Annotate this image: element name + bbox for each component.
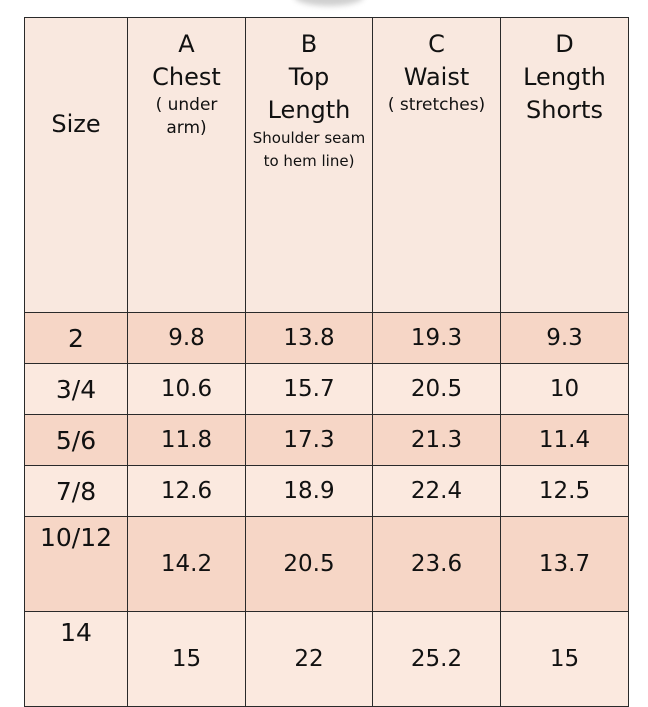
- value-cell: 19.3: [372, 312, 501, 364]
- header-cell: D Length Shorts: [500, 17, 629, 313]
- value-cell: 22: [245, 611, 373, 707]
- table-row: 3/4 10.6 15.7 20.5 10: [24, 363, 629, 415]
- table-row: 10/12 14.2 20.5 23.6 13.7: [24, 516, 629, 612]
- header-note: ( under arm): [155, 95, 218, 138]
- value-cell: 15: [500, 611, 629, 707]
- header-letter: D: [555, 30, 574, 58]
- size-table: Size A Chest ( under arm) B Top Length Shoulde…: [24, 17, 629, 707]
- value-cell: 18.9: [245, 465, 373, 517]
- value-cell: 12.5: [500, 465, 629, 517]
- value-cell: 22.4: [372, 465, 501, 517]
- header-title: Size: [51, 109, 101, 138]
- size-cell: 3/4: [24, 363, 128, 415]
- header-title: Chest: [152, 63, 221, 91]
- header-cell: A Chest ( under arm): [127, 17, 246, 313]
- size-cell: 7/8: [24, 465, 128, 517]
- header-row: Size A Chest ( under arm) B Top Length Shoulde…: [24, 17, 629, 313]
- value-cell: 13.7: [500, 516, 629, 612]
- value-cell: 15.7: [245, 363, 373, 415]
- value-cell: 11.8: [127, 414, 246, 466]
- value-cell: 15: [127, 611, 246, 707]
- decoration: [294, 0, 364, 6]
- header-note: ( stretches): [387, 95, 486, 115]
- value-cell: 23.6: [372, 516, 501, 612]
- header-title: Waist: [403, 63, 470, 91]
- size-cell: 5/6: [24, 414, 128, 466]
- value-cell: 10: [500, 363, 629, 415]
- size-cell: 10/12: [24, 516, 128, 612]
- table-row: 2 9.8 13.8 19.3 9.3: [24, 312, 629, 364]
- header-title: Length Shorts: [523, 63, 606, 124]
- value-cell: 13.8: [245, 312, 373, 364]
- value-cell: 10.6: [127, 363, 246, 415]
- value-cell: 21.3: [372, 414, 501, 466]
- header-title: Top Length: [267, 63, 351, 124]
- table-row: 7/8 12.6 18.9 22.4 12.5: [24, 465, 629, 517]
- table-row: 14 15 22 25.2 15: [24, 611, 629, 707]
- value-cell: 20.5: [245, 516, 373, 612]
- value-cell: 11.4: [500, 414, 629, 466]
- header-cell: C Waist ( stretches): [372, 17, 501, 313]
- value-cell: 25.2: [372, 611, 501, 707]
- table-row: 5/6 11.8 17.3 21.3 11.4: [24, 414, 629, 466]
- size-cell: 14: [24, 611, 128, 707]
- value-cell: 17.3: [245, 414, 373, 466]
- value-cell: 14.2: [127, 516, 246, 612]
- header-cell: Size: [24, 17, 128, 313]
- size-cell: 2: [24, 312, 128, 364]
- value-cell: 20.5: [372, 363, 501, 415]
- page: Size A Chest ( under arm) B Top Length Shoulde…: [24, 0, 629, 707]
- header-note: Shoulder seam to hem line): [252, 129, 366, 170]
- value-cell: 9.8: [127, 312, 246, 364]
- value-cell: 9.3: [500, 312, 629, 364]
- header-letter: A: [178, 30, 195, 58]
- header-letter: B: [300, 30, 318, 58]
- value-cell: 12.6: [127, 465, 246, 517]
- header-letter: C: [428, 30, 445, 58]
- header-cell: B Top Length Shoulder seam to hem line): [245, 17, 373, 313]
